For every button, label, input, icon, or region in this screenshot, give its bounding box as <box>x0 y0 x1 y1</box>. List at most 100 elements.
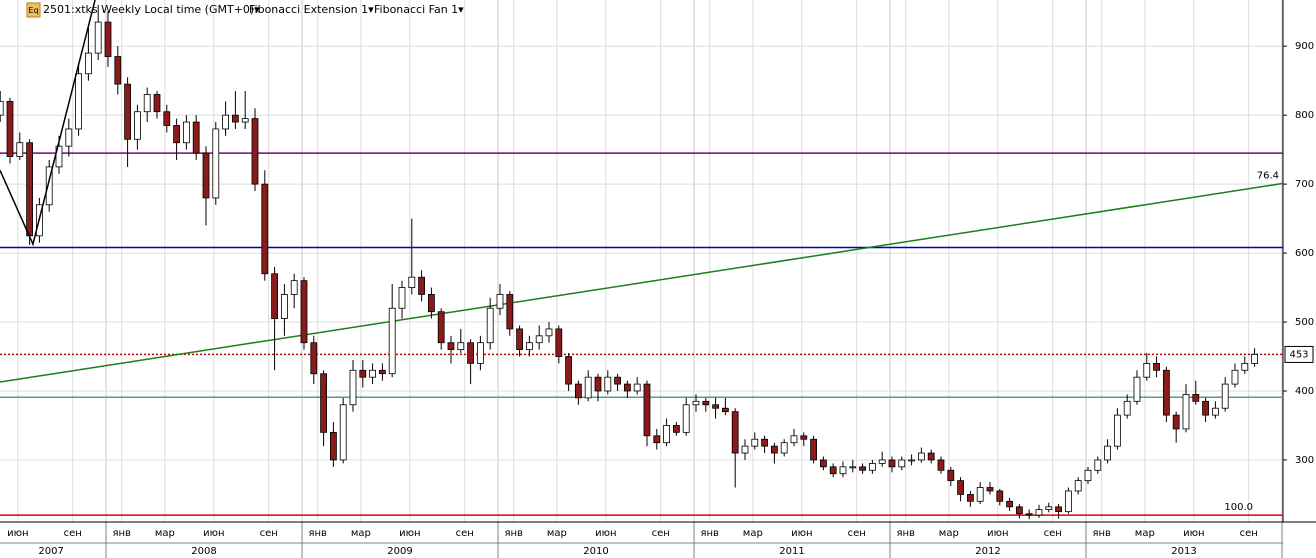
candle-body <box>261 183 269 275</box>
candle-body <box>898 459 906 468</box>
y-tick-label: 900 <box>1295 41 1314 52</box>
x-tick-label: сен <box>1240 528 1258 539</box>
x-tick-label: сен <box>64 528 82 539</box>
candle-body <box>476 342 484 364</box>
candle-body <box>535 335 543 344</box>
y-tick-label: 300 <box>1295 455 1314 466</box>
candle-body <box>192 121 200 154</box>
candle-body <box>124 83 131 140</box>
candle-body <box>94 21 102 54</box>
price-tag-label: 453 <box>1289 349 1308 360</box>
candle-body <box>300 280 308 344</box>
candle-body <box>1202 400 1209 416</box>
candle-body <box>996 490 1004 502</box>
candle-body <box>839 466 847 475</box>
candle-body <box>310 342 318 375</box>
candle-body <box>829 466 837 475</box>
candle-body <box>143 94 151 113</box>
candle-body <box>594 376 602 392</box>
y-tick-label: 800 <box>1295 110 1314 121</box>
x-tick-label: мар <box>939 528 959 539</box>
candle-body <box>173 125 180 144</box>
candle-body <box>153 94 161 113</box>
candle-body <box>859 466 866 471</box>
candle-body <box>427 294 435 313</box>
candle-body <box>398 287 406 309</box>
candle-body <box>26 142 33 237</box>
candle-body <box>1094 459 1102 471</box>
candle-body <box>555 328 563 357</box>
candle-body <box>359 369 367 378</box>
candle-body <box>663 425 670 444</box>
candle-body <box>457 342 465 351</box>
candle-body <box>682 404 690 433</box>
candle-body <box>1015 506 1023 515</box>
candle-body <box>496 294 504 309</box>
y-tick-label: 500 <box>1295 317 1314 328</box>
candle-body <box>1123 400 1131 416</box>
x-tick-label: июн <box>203 528 224 539</box>
candle-body <box>1055 506 1062 513</box>
candle-body <box>182 121 190 144</box>
candle-body <box>1064 490 1072 513</box>
candle-body <box>202 152 210 199</box>
candle-body <box>241 118 249 123</box>
x-tick-label: мар <box>743 528 763 539</box>
candle-body <box>633 383 641 392</box>
candle-body <box>849 466 857 469</box>
candle-body <box>1211 407 1219 416</box>
candle-body <box>712 404 719 409</box>
candle-body <box>614 376 621 385</box>
fan-line <box>0 182 1284 383</box>
candle-body <box>565 356 572 385</box>
x-tick-label: июн <box>1183 528 1204 539</box>
candle-body <box>692 400 700 406</box>
candle-body <box>75 73 82 130</box>
x-tick-label: сен <box>260 528 278 539</box>
icon: Eq <box>28 6 38 15</box>
candle-body <box>1045 506 1053 510</box>
candle-body <box>320 373 327 433</box>
header-tool: Fibonacci Extension 1▾ <box>249 3 374 16</box>
candle-body <box>516 328 523 351</box>
candle-body <box>672 425 680 433</box>
candle-body <box>966 494 974 502</box>
candle-body <box>280 294 288 319</box>
candle-body <box>604 376 612 392</box>
candle-body <box>545 328 553 337</box>
candle-body <box>1221 383 1229 409</box>
candle-body <box>702 400 710 406</box>
candle-body <box>271 273 278 319</box>
candle-body <box>623 383 631 392</box>
candle-body <box>976 487 984 502</box>
candle-body <box>6 100 14 157</box>
candle-body <box>741 445 749 454</box>
fib-extension <box>0 0 96 247</box>
x-tick-label: сен <box>652 528 670 539</box>
candle-body <box>800 435 808 440</box>
year-label: 2010 <box>583 546 608 557</box>
x-tick-label: июн <box>7 528 28 539</box>
candle-body <box>16 142 24 157</box>
candle-body <box>1084 469 1092 482</box>
x-tick-label: янв <box>308 528 327 539</box>
candle-body <box>418 276 425 295</box>
candle-body <box>927 452 935 461</box>
candle-body <box>467 342 474 364</box>
level-label: 100.0 <box>1224 502 1253 513</box>
candle-body <box>810 438 817 461</box>
x-tick-label: янв <box>700 528 719 539</box>
fan-label: 76.4 <box>1257 170 1279 181</box>
candle-body <box>643 383 651 437</box>
candle-body <box>133 111 141 140</box>
candle-body <box>770 445 778 454</box>
candle-body <box>1192 394 1200 402</box>
candle-body <box>1143 363 1151 378</box>
candle-body <box>819 459 827 468</box>
candle-body <box>506 294 514 330</box>
candle-body <box>231 114 239 123</box>
candle-body <box>790 435 798 444</box>
header-symbol: 2501:xtks Weekly Local time (GMT+0)▾ <box>43 3 260 16</box>
